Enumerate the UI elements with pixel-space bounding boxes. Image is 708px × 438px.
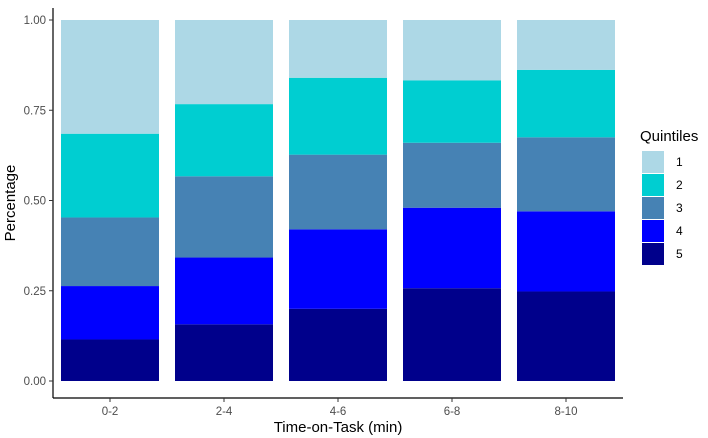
x-axis-title: Time-on-Task (min) bbox=[274, 419, 403, 436]
x-tick-label-4-6: 4-6 bbox=[330, 406, 347, 418]
bar-segment-q4-2-4 bbox=[175, 257, 273, 325]
bar-segment-q3-2-4 bbox=[175, 176, 273, 258]
x-tick-label-8-10: 8-10 bbox=[554, 406, 577, 418]
legend: Quintiles 1 2 3 4 5 bbox=[640, 128, 698, 265]
bar-segment-q5-0-2 bbox=[61, 339, 159, 381]
bar-segment-q2-6-8 bbox=[403, 80, 501, 143]
bar-segment-q2-4-6 bbox=[289, 77, 387, 155]
bar-segment-q4-4-6 bbox=[289, 229, 387, 309]
y-tick-label: 0.50 bbox=[24, 196, 46, 208]
y-axis-title: Percentage bbox=[2, 165, 19, 242]
legend-swatch-2 bbox=[642, 174, 664, 196]
legend-swatch-4 bbox=[642, 220, 664, 242]
legend-swatch-5 bbox=[642, 243, 664, 265]
bar-segment-q1-2-4 bbox=[175, 20, 273, 105]
bar-segment-q1-4-6 bbox=[289, 20, 387, 78]
bar-segment-q5-6-8 bbox=[403, 288, 501, 381]
bar-segment-q2-2-4 bbox=[175, 104, 273, 177]
bar-segment-q1-0-2 bbox=[61, 20, 159, 134]
x-tick-label-2-4: 2-4 bbox=[216, 406, 233, 418]
bars-group bbox=[61, 20, 615, 381]
y-tick-label: 0.75 bbox=[24, 105, 46, 117]
axes-group: 0.00 0.25 0.50 0.75 1.00 0-2 2-4 4-6 6-8 8-10 bbox=[24, 8, 623, 418]
bar-segment-q3-0-2 bbox=[61, 217, 159, 287]
bar-segment-q1-8-10 bbox=[517, 20, 615, 70]
legend-label-3: 3 bbox=[676, 201, 683, 215]
bar-segment-q3-8-10 bbox=[517, 137, 615, 212]
bar-segment-q3-4-6 bbox=[289, 154, 387, 230]
bar-segment-q4-0-2 bbox=[61, 286, 159, 340]
bar-segment-q5-2-4 bbox=[175, 324, 273, 381]
x-tick-label-6-8: 6-8 bbox=[444, 406, 461, 418]
bar-segment-q2-8-10 bbox=[517, 69, 615, 138]
bar-segment-q5-8-10 bbox=[517, 291, 615, 381]
bar-segment-q4-8-10 bbox=[517, 211, 615, 292]
legend-label-5: 5 bbox=[676, 247, 683, 261]
legend-swatch-3 bbox=[642, 197, 664, 219]
y-tick-label: 0.25 bbox=[24, 286, 46, 298]
y-tick-label: 0.00 bbox=[24, 376, 46, 388]
bar-segment-q2-0-2 bbox=[61, 133, 159, 218]
legend-label-4: 4 bbox=[676, 224, 683, 238]
bar-segment-q1-6-8 bbox=[403, 20, 501, 81]
bar-segment-q4-6-8 bbox=[403, 207, 501, 289]
legend-swatch-1 bbox=[642, 151, 664, 173]
y-tick-label: 1.00 bbox=[24, 15, 46, 27]
legend-label-2: 2 bbox=[676, 178, 683, 192]
bar-segment-q3-6-8 bbox=[403, 142, 501, 208]
bar-segment-q5-4-6 bbox=[289, 308, 387, 381]
legend-label-1: 1 bbox=[676, 155, 683, 169]
x-tick-label-0-2: 0-2 bbox=[102, 406, 119, 418]
legend-title: Quintiles bbox=[640, 128, 698, 145]
